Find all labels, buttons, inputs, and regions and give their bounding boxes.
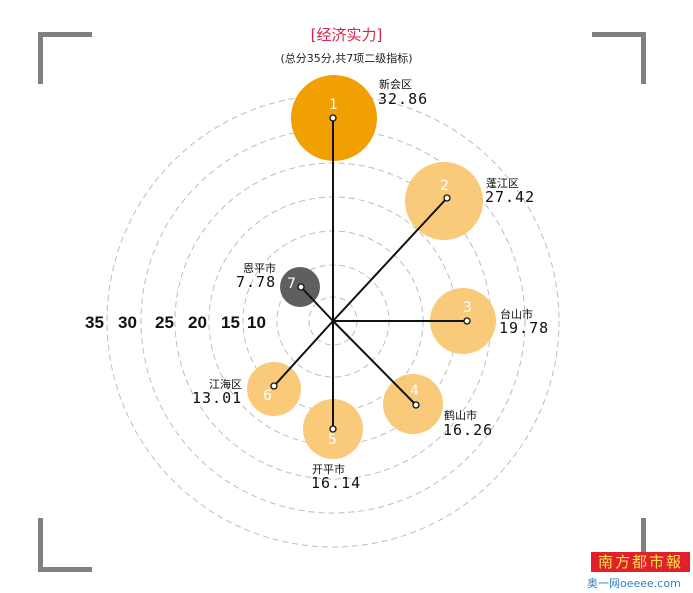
district-name: 江海区 [209, 378, 242, 391]
district-name: 恩平市 [243, 262, 276, 275]
rank-label: 2 [440, 178, 449, 194]
rank-label: 4 [410, 383, 419, 399]
district-name: 新会区 [379, 78, 412, 91]
data-points [270, 114, 471, 433]
corner-bracket-top-left [38, 32, 92, 37]
rank-label: 3 [463, 300, 472, 316]
corner-bracket-bottom-right [641, 518, 646, 552]
radial-tick: 15 [221, 313, 240, 332]
radial-tick: 10 [247, 313, 266, 332]
chart-title: [经济实力] [310, 26, 383, 44]
district-value: 16.26 [443, 421, 494, 439]
district-name: 鹤山市 [444, 409, 477, 422]
rank-label: 7 [287, 276, 296, 292]
corner-bracket-bottom-left [38, 567, 92, 572]
radial-tick: 35 [85, 313, 104, 332]
district-value: 7.78 [236, 273, 277, 291]
district-value: 32.86 [378, 90, 429, 108]
spokes [273, 118, 467, 429]
district-value: 19.78 [499, 319, 550, 337]
district-value: 13.01 [192, 389, 243, 407]
corner-bracket-bottom-left [38, 518, 43, 572]
corner-bracket-top-left [38, 32, 43, 84]
district-name: 蓬江区 [486, 177, 519, 190]
rank-label: 6 [263, 388, 272, 404]
radial-tick: 20 [188, 313, 207, 332]
rank-label: 1 [329, 97, 338, 113]
radial-tick: 25 [155, 313, 174, 332]
rank-label: 5 [328, 432, 337, 448]
district-value: 16.14 [311, 474, 362, 492]
district-value: 27.42 [485, 188, 536, 206]
district-name: 台山市 [500, 308, 533, 321]
radial-tick: 30 [118, 313, 137, 332]
corner-bracket-top-right [641, 32, 646, 84]
oeeee-site-text: 奥一网oeeee.com [587, 577, 681, 590]
chart-subtitle: (总分35分,共7项二级指标) [280, 52, 413, 65]
nandu-logo: 南方都市報 [591, 552, 690, 572]
district-name: 开平市 [312, 463, 345, 476]
corner-bracket-top-right [592, 32, 646, 37]
